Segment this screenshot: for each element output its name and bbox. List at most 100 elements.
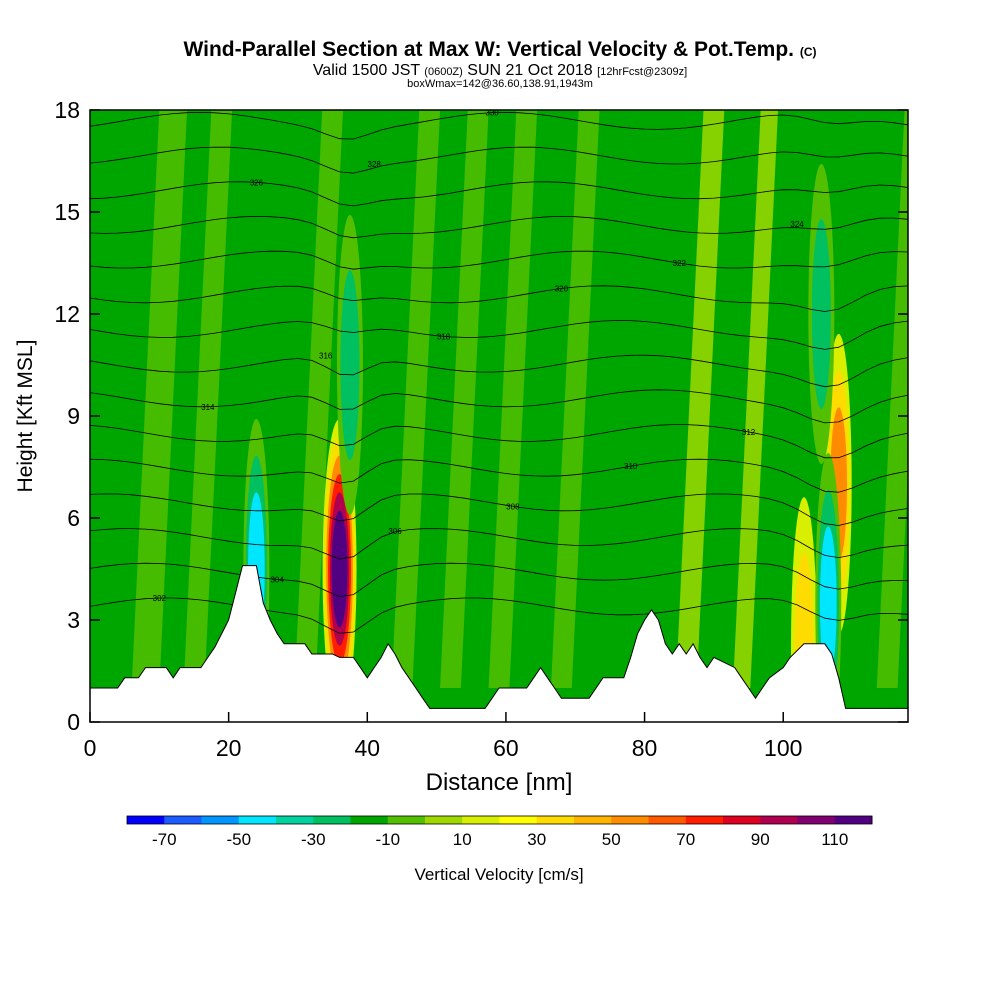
colorbar-swatch bbox=[462, 816, 500, 824]
colorbar-swatch bbox=[574, 816, 612, 824]
weak-updraft-band bbox=[440, 110, 489, 688]
colorbar-tick-label: 90 bbox=[751, 830, 770, 849]
theta-contour-label: 322 bbox=[673, 259, 687, 268]
theta-contour-label: 324 bbox=[790, 220, 804, 229]
colorbar-swatch bbox=[238, 816, 277, 824]
theta-contour-label: 328 bbox=[368, 160, 382, 169]
chart-title: Wind-Parallel Section at Max W: Vertical… bbox=[0, 38, 1000, 62]
colorbar-tick-label: -70 bbox=[152, 830, 177, 849]
weak-updraft-band bbox=[876, 110, 908, 688]
theta-contour-label: 316 bbox=[319, 351, 333, 360]
colorbar-swatch bbox=[387, 816, 426, 824]
theta-contour bbox=[90, 181, 908, 207]
theta-contour-label: 312 bbox=[742, 428, 756, 437]
colorbar-tick-label: -10 bbox=[375, 830, 400, 849]
valid-time: Valid 1500 JST (0600Z) SUN 21 Oct 2018 [… bbox=[0, 62, 1000, 80]
weak-updraft-band bbox=[183, 110, 233, 688]
theta-contour bbox=[90, 111, 908, 140]
colorbar: -70 -50 -30 -10 10 30 50 70 90 110 bbox=[126, 815, 873, 849]
x-tick-label: 20 bbox=[216, 735, 242, 761]
x-axis-label: Distance [nm] bbox=[426, 769, 573, 796]
valid-zulu: (0600Z) bbox=[424, 66, 463, 78]
valid-fcst: [12hrFcst@2309z] bbox=[597, 66, 688, 78]
colorbar-tick-label: -50 bbox=[226, 830, 251, 849]
theta-contour bbox=[90, 424, 908, 459]
theta-contour bbox=[90, 562, 908, 598]
y-tick-label: 12 bbox=[54, 301, 80, 327]
axes: 0 20 40 60 80 100 0 3 6 9 12 15 18 bbox=[54, 97, 908, 761]
colorbar-swatch bbox=[276, 816, 314, 824]
y-tick-label: 3 bbox=[67, 607, 80, 633]
colorbar-swatch bbox=[313, 816, 351, 824]
valid-pre: Valid 1500 JST bbox=[312, 62, 420, 79]
colorbar-swatch bbox=[425, 816, 463, 824]
theta-contour bbox=[90, 458, 908, 493]
x-tick-label: 100 bbox=[764, 735, 802, 761]
theta-contour-label: 306 bbox=[388, 527, 402, 536]
theta-contour bbox=[90, 285, 908, 312]
weak-updraft-band bbox=[131, 110, 188, 688]
theta-contour bbox=[90, 597, 908, 634]
weak-updraft-band bbox=[732, 110, 779, 688]
theta-contour bbox=[90, 320, 908, 350]
theta-contour bbox=[90, 493, 908, 526]
plot-area: 302 304 306 308 310 312 314 316 318 320 322 324 326 3… bbox=[90, 109, 908, 722]
colorbar-swatch bbox=[611, 816, 649, 824]
theta-contour-label: 318 bbox=[437, 332, 451, 341]
y-tick-label: 6 bbox=[67, 505, 80, 531]
weak-updraft-band bbox=[391, 110, 441, 688]
colorbar-swatch bbox=[834, 816, 873, 824]
title-main: Wind-Parallel Section at Max W: Vertical… bbox=[183, 38, 794, 61]
theta-contour bbox=[90, 146, 908, 174]
weak-updraft-band bbox=[675, 110, 725, 688]
colorbar-swatch bbox=[797, 816, 836, 824]
colorbar-tick-label: 50 bbox=[602, 830, 621, 849]
valid-date: SUN 21 Oct 2018 bbox=[467, 62, 593, 79]
theta-contour bbox=[90, 389, 908, 424]
theta-contour-label: 310 bbox=[624, 462, 638, 471]
box-info: boxWmax=142@36.60,138.91,1943m bbox=[407, 78, 593, 90]
colorbar-swatch bbox=[164, 816, 202, 824]
updraft-core bbox=[331, 510, 348, 628]
y-tick-label: 9 bbox=[67, 403, 80, 429]
theta-contour bbox=[90, 250, 908, 270]
downdraft-core bbox=[340, 270, 360, 460]
weak-updraft-band bbox=[550, 110, 600, 688]
colorbar-swatch bbox=[723, 816, 761, 824]
colorbar-tick-label: 30 bbox=[527, 830, 546, 849]
colorbar-swatch bbox=[127, 816, 165, 824]
colorbar-swatch bbox=[685, 816, 724, 824]
colorbar-tick-label: 70 bbox=[676, 830, 695, 849]
x-tick-label: 80 bbox=[632, 735, 658, 761]
colorbar-swatch bbox=[760, 816, 798, 824]
colorbar-tick-label: 10 bbox=[453, 830, 472, 849]
colorbar-frame bbox=[126, 815, 873, 825]
colorbar-tick-label: 110 bbox=[821, 830, 848, 849]
theta-contour-label: 314 bbox=[201, 403, 215, 412]
colorbar-swatch bbox=[499, 816, 538, 824]
downdraft-core bbox=[819, 526, 837, 680]
y-axis-label: Height [Kft MSL] bbox=[14, 340, 37, 493]
y-tick-label: 0 bbox=[67, 709, 80, 735]
downdraft-core bbox=[811, 219, 831, 409]
colorbar-swatch bbox=[201, 816, 240, 824]
theta-contour-label: 304 bbox=[270, 575, 284, 584]
colorbar-label: Vertical Velocity [cm/s] bbox=[414, 865, 583, 884]
weak-updraft-band bbox=[488, 110, 538, 688]
x-tick-label: 60 bbox=[493, 735, 519, 761]
colorbar-swatch bbox=[648, 816, 687, 824]
theta-contour-label: 320 bbox=[555, 284, 569, 293]
theta-contour-label: 308 bbox=[506, 502, 520, 511]
y-tick-label: 18 bbox=[54, 97, 80, 123]
y-tick-label: 15 bbox=[54, 199, 80, 225]
theta-contour-label: 330 bbox=[485, 109, 499, 118]
weak-updraft-band bbox=[294, 110, 344, 688]
colorbar-swatch bbox=[350, 816, 389, 824]
x-tick-label: 40 bbox=[354, 735, 380, 761]
colorbar-swatch bbox=[536, 816, 575, 824]
x-tick-label: 0 bbox=[84, 735, 97, 761]
terrain bbox=[90, 565, 908, 722]
theta-contour bbox=[90, 354, 908, 388]
theta-contour-label: 302 bbox=[153, 594, 167, 603]
